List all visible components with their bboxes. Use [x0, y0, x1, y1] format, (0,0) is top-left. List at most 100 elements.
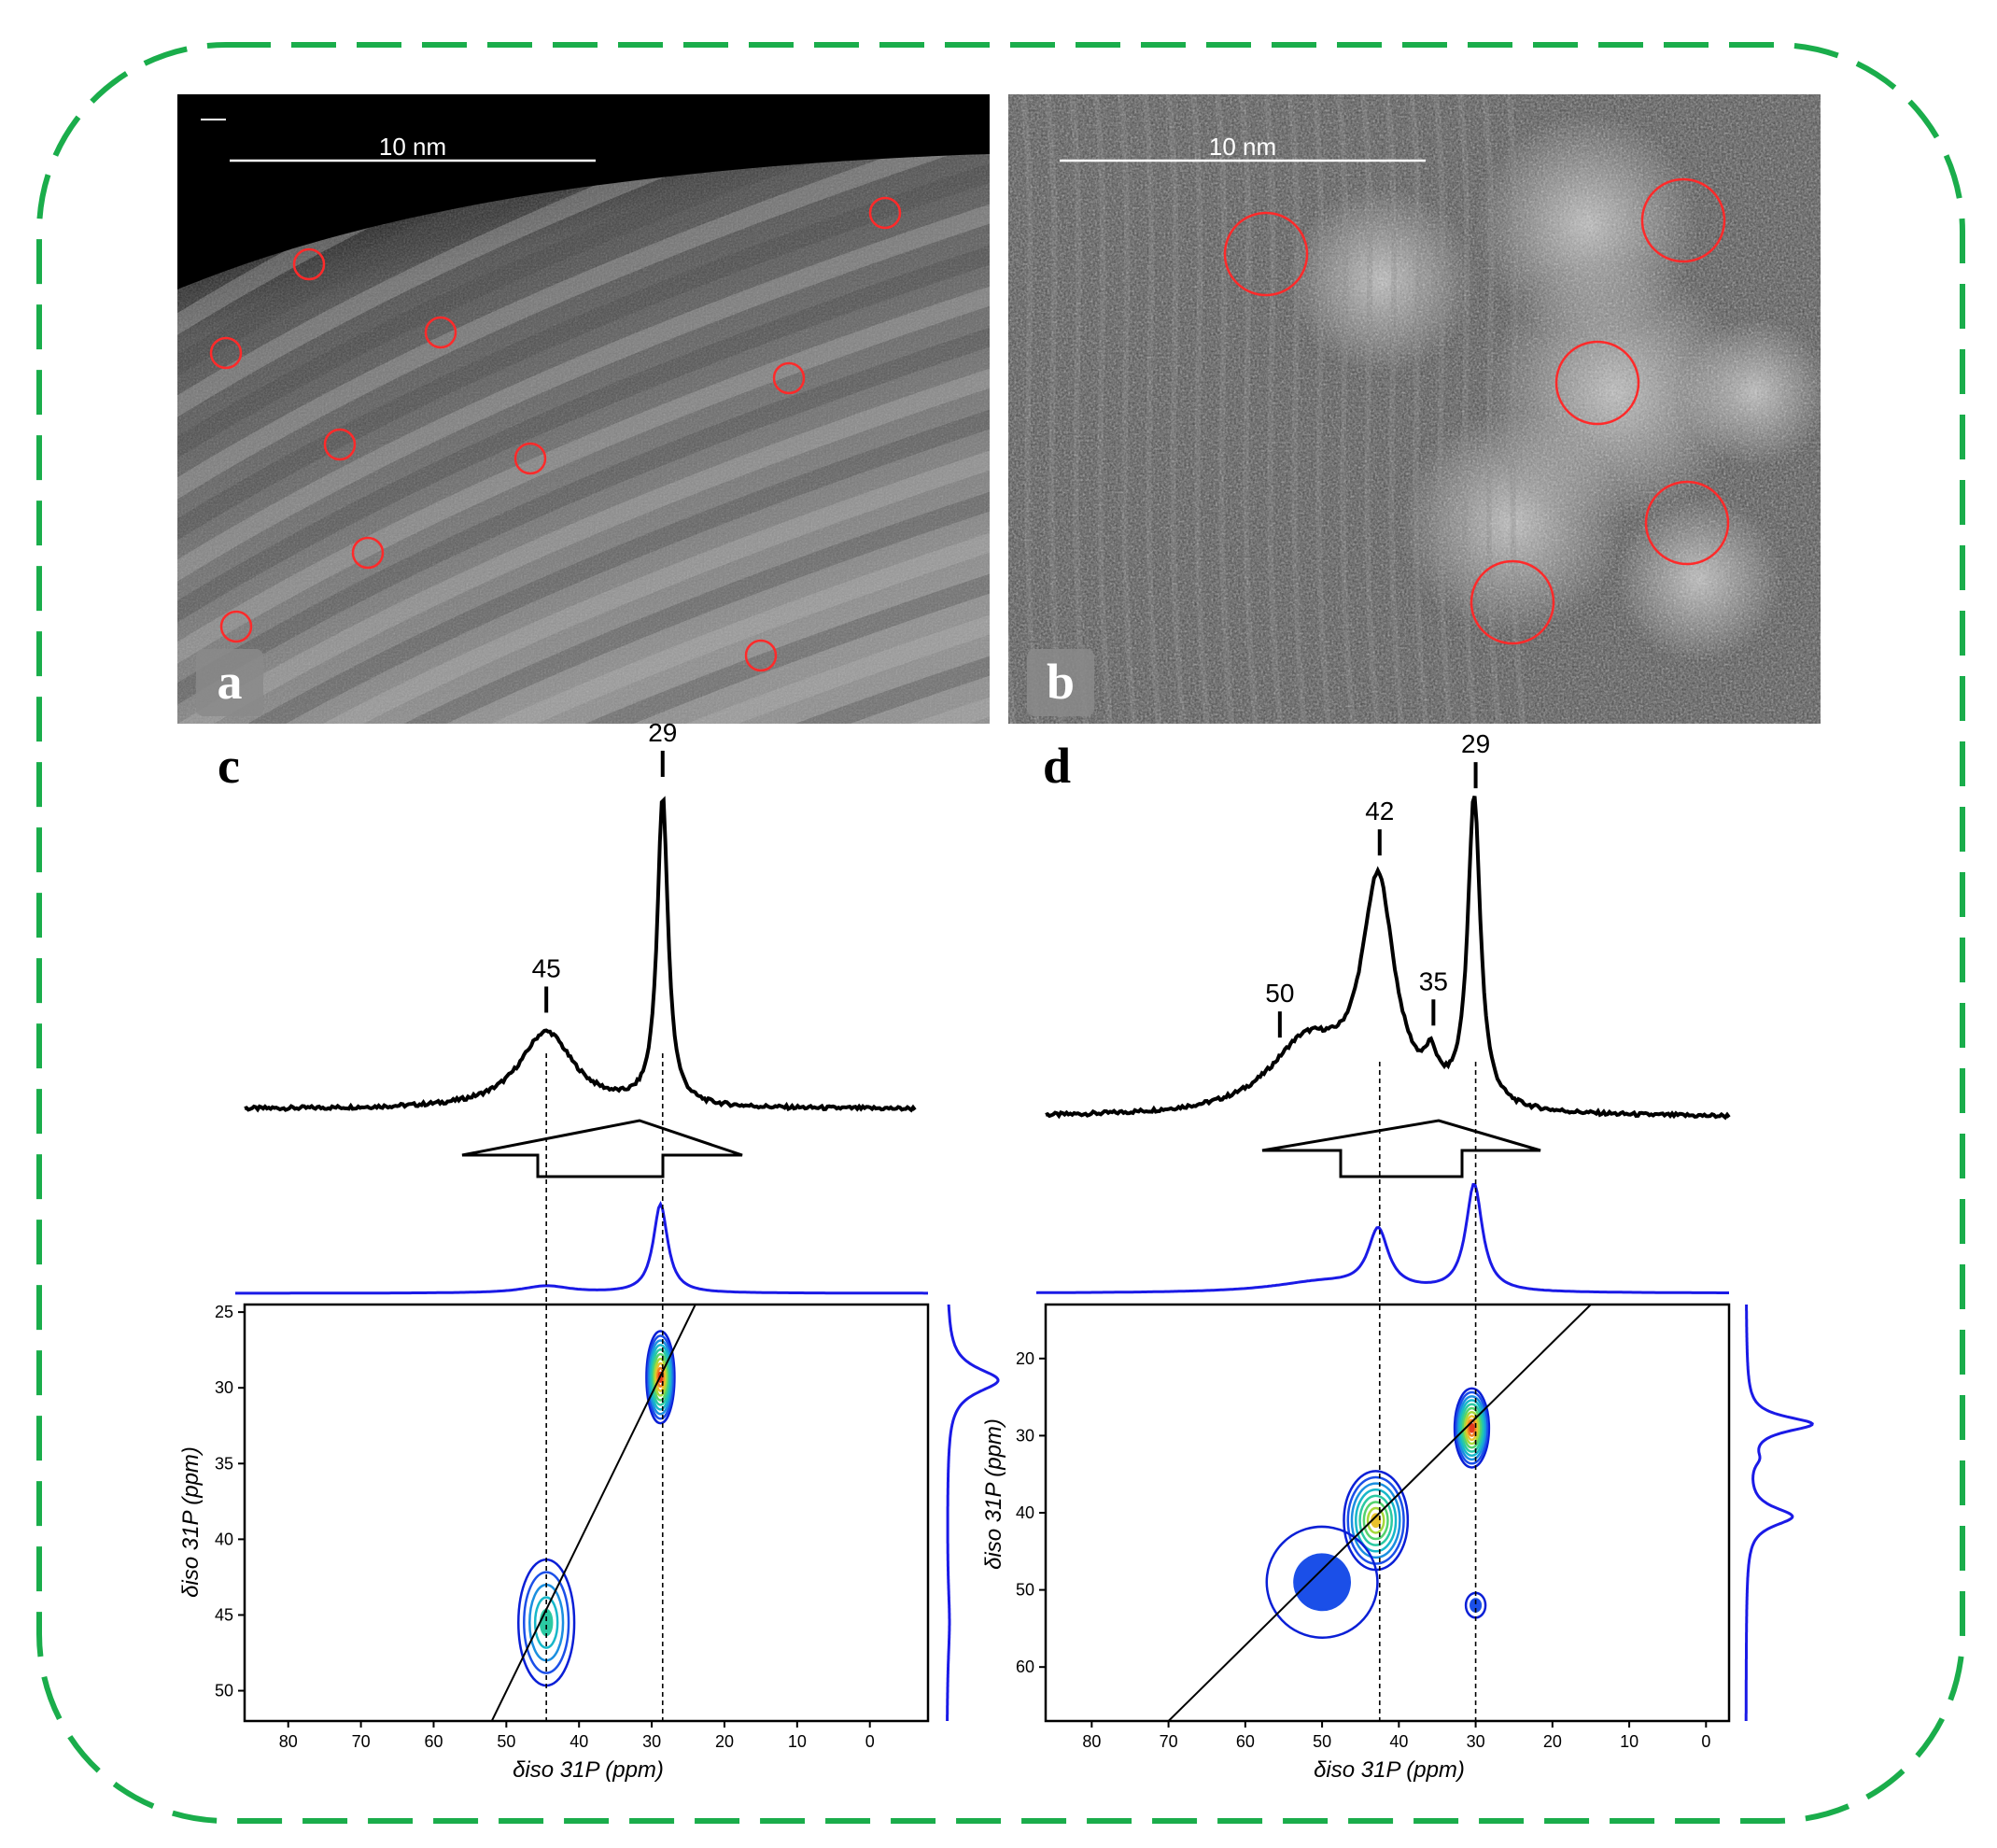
- peak-label: 29: [648, 718, 677, 747]
- contour-level: [1469, 1422, 1475, 1433]
- contour-level: [1462, 1406, 1482, 1449]
- contour-level: [1355, 1488, 1398, 1553]
- contour-level: [652, 1352, 669, 1402]
- y-tick-label: 50: [215, 1682, 233, 1700]
- contour-level: [1458, 1399, 1485, 1457]
- peak-label: 45: [532, 953, 561, 982]
- chart-c: 29 45 80 70 60 50 40 30 20 10 0 25 30 35 40 45 50: [215, 718, 1000, 1751]
- spectrum-1d: [1045, 796, 1731, 1121]
- contour-level: [654, 1357, 668, 1397]
- peak-label: 35: [1419, 966, 1448, 995]
- contour-level: [1453, 1387, 1491, 1469]
- spectrum-1d: [244, 796, 917, 1113]
- plot-frame: [243, 1303, 930, 1723]
- atom-markers-a: [209, 196, 902, 672]
- atom-marker: [868, 196, 902, 230]
- x-tick-label: 30: [642, 1732, 661, 1751]
- x-tick-label: 0: [1701, 1732, 1710, 1751]
- x-tick-label: 80: [1082, 1732, 1101, 1751]
- x-tick-label: 70: [1160, 1732, 1178, 1751]
- panel-letter-b: b: [1047, 654, 1075, 710]
- diagonal-line: [1167, 1305, 1592, 1721]
- atom-marker: [1470, 559, 1555, 645]
- contour-level: [1265, 1525, 1379, 1639]
- y-tick-label: 20: [1016, 1349, 1034, 1368]
- image-a: [177, 94, 990, 724]
- contour-level: [1456, 1395, 1487, 1461]
- contours: [1167, 1305, 1592, 1721]
- dashed-frame: [36, 42, 1965, 1824]
- atom-marker: [744, 639, 778, 672]
- x-tick-label: 40: [570, 1732, 588, 1751]
- atom-marker: [1223, 211, 1309, 297]
- x-tick-label: 10: [788, 1732, 807, 1751]
- atom-marker: [424, 316, 457, 349]
- x-tick-label: 50: [497, 1732, 515, 1751]
- y-tick-label: 30: [215, 1378, 233, 1397]
- panel-letter-c: c: [218, 738, 240, 794]
- chart-d: 29 42 35 50 80 70 60 50 40 30 20 10 0 20 30 40 50 60: [1016, 729, 1814, 1751]
- panel-letter-d: d: [1043, 738, 1071, 794]
- contour-level: [649, 1344, 672, 1411]
- x-tick-label: 80: [279, 1732, 298, 1751]
- projection-right: [946, 1305, 1000, 1721]
- down-arrow: [1261, 1119, 1541, 1178]
- x-tick-label: 60: [424, 1732, 443, 1751]
- x-axis-title-d: δiso 31P (ppm): [1314, 1757, 1465, 1783]
- contour-level: [533, 1596, 559, 1649]
- x-tick-label: 30: [1467, 1732, 1485, 1751]
- atom-marker: [209, 336, 243, 370]
- y-axis-title-d: δiso 31P (ppm): [981, 1418, 1006, 1570]
- x-tick-label: 40: [1389, 1732, 1408, 1751]
- contour-level: [645, 1330, 676, 1425]
- y-tick-label: 25: [215, 1303, 233, 1321]
- y-tick-label: 35: [215, 1454, 233, 1473]
- diagonal-line: [490, 1305, 696, 1721]
- atom-marker: [1640, 177, 1726, 263]
- y-tick-label: 40: [215, 1530, 233, 1548]
- x-axis-title-c: δiso 31P (ppm): [513, 1757, 664, 1783]
- x-tick-label: 60: [1236, 1732, 1255, 1751]
- contour-level: [1460, 1403, 1484, 1453]
- x-tick-label: 20: [1543, 1732, 1562, 1751]
- contour-level: [646, 1334, 675, 1420]
- projection-top: [1035, 1182, 1729, 1294]
- contour-level: [539, 1608, 554, 1637]
- projection-right: [1744, 1305, 1814, 1721]
- peak-label: 50: [1265, 979, 1294, 1008]
- atom-marker: [513, 442, 547, 475]
- contour-level: [1293, 1553, 1351, 1612]
- peak-label: 29: [1461, 729, 1490, 758]
- y-tick-label: 45: [215, 1605, 233, 1624]
- atom-marker: [219, 610, 253, 643]
- contour-level: [648, 1339, 673, 1416]
- y-tick-label: 60: [1016, 1658, 1034, 1676]
- atom-marker: [351, 536, 385, 570]
- scale-label-b: 10 nm: [1209, 133, 1276, 161]
- projection-top: [235, 1201, 928, 1295]
- contour-level: [1362, 1501, 1389, 1541]
- y-tick-label: 30: [1016, 1426, 1034, 1445]
- y-axis-title-c: δiso 31P (ppm): [178, 1446, 204, 1598]
- contour-level: [1350, 1482, 1401, 1559]
- atom-marker: [1554, 340, 1640, 426]
- x-tick-label: 0: [865, 1732, 875, 1751]
- contour-level: [1467, 1418, 1477, 1437]
- x-tick-label: 20: [715, 1732, 734, 1751]
- contour-level: [523, 1571, 570, 1674]
- peak-label: 42: [1365, 797, 1394, 825]
- atom-marker: [1644, 480, 1730, 566]
- contour-level: [1358, 1494, 1394, 1546]
- atom-markers-b: [1223, 177, 1730, 645]
- y-tick-label: 40: [1016, 1503, 1034, 1522]
- atom-marker: [323, 428, 357, 461]
- contour-level: [654, 1361, 667, 1392]
- x-tick-label: 50: [1313, 1732, 1331, 1751]
- letter-box-a: [196, 649, 263, 716]
- contour-level: [1455, 1390, 1489, 1465]
- contour-level: [651, 1347, 670, 1406]
- scale-label-a: 10 nm: [379, 133, 446, 161]
- contour-level: [1366, 1506, 1385, 1534]
- x-tick-label: 10: [1620, 1732, 1638, 1751]
